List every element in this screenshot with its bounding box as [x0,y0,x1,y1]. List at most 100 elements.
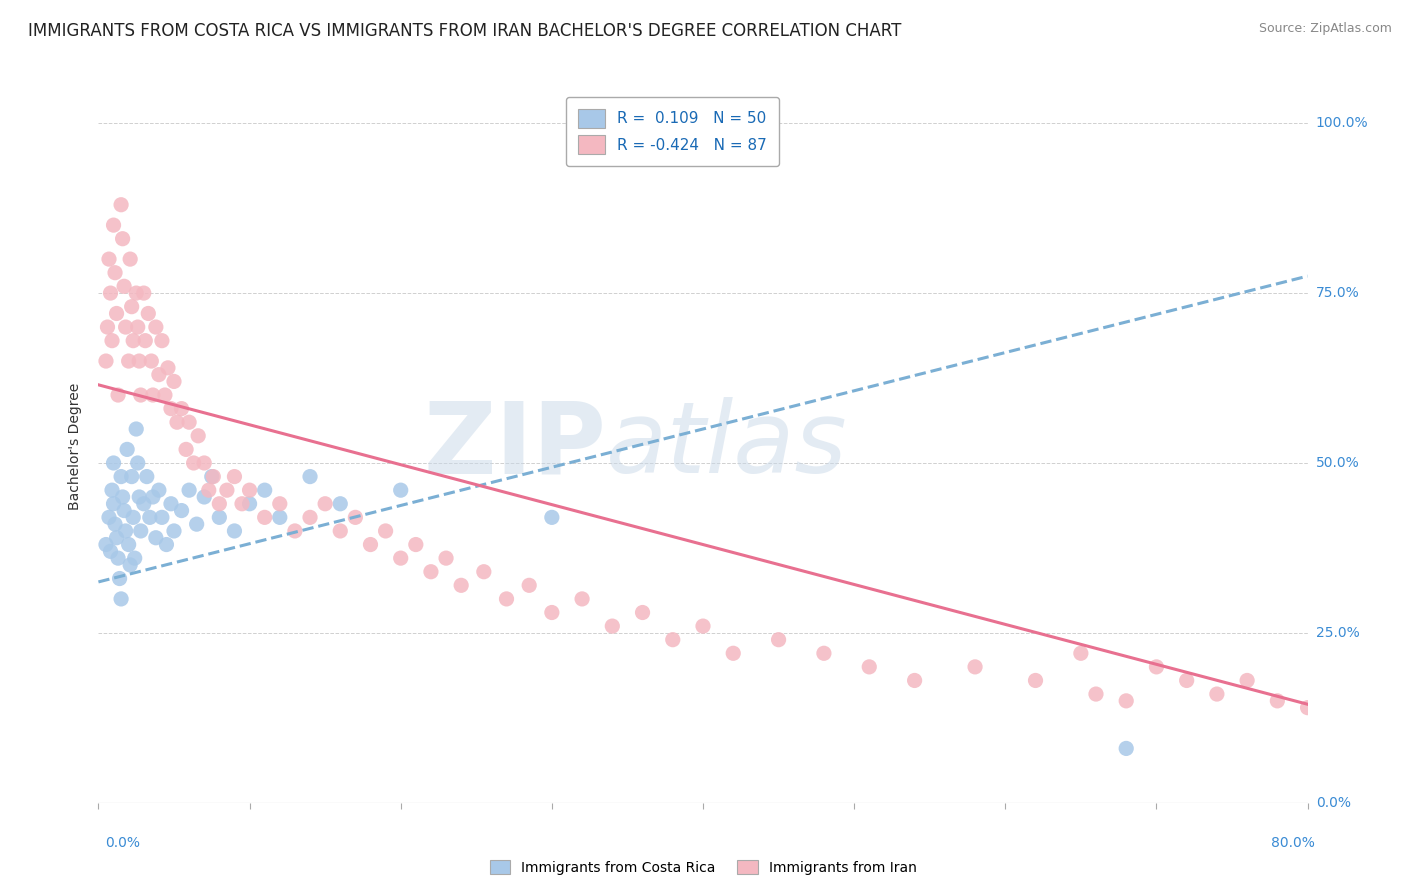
Point [224,524,246,538]
Point [145,320,167,334]
Point [141,354,163,368]
Point [269,497,291,511]
Point [239,497,262,511]
Point [661,632,683,647]
Point [813,646,835,660]
Point [135,469,157,483]
Text: 100.0%: 100.0% [1316,116,1368,130]
Point [132,286,155,301]
Point [1265,694,1288,708]
Text: ZIP: ZIP [423,398,606,494]
Legend: R =  0.109   N = 50, R = -0.424   N = 87: R = 0.109 N = 50, R = -0.424 N = 87 [565,97,779,166]
Point [115,442,138,457]
Point [128,354,150,368]
Point [405,537,427,551]
Point [142,490,165,504]
Point [110,469,132,483]
Point [1236,673,1258,688]
Point [108,572,131,586]
Point [450,578,472,592]
Point [858,660,880,674]
Point [231,497,253,511]
Point [145,531,167,545]
Text: 0.0%: 0.0% [1316,796,1351,810]
Point [118,354,141,368]
Point [125,286,148,301]
Point [631,606,654,620]
Point [253,483,276,498]
Text: IMMIGRANTS FROM COSTA RICA VS IMMIGRANTS FROM IRAN BACHELOR'S DEGREE CORRELATION: IMMIGRANTS FROM COSTA RICA VS IMMIGRANTS… [28,22,901,40]
Point [183,456,205,470]
Text: 0.0%: 0.0% [105,836,141,850]
Y-axis label: Bachelor's Degree: Bachelor's Degree [69,383,83,509]
Text: 25.0%: 25.0% [1316,626,1360,640]
Point [96,320,118,334]
Point [122,510,145,524]
Point [129,388,152,402]
Point [1115,694,1137,708]
Text: atlas: atlas [606,398,848,494]
Point [105,306,128,320]
Legend: Immigrants from Costa Rica, Immigrants from Iran: Immigrants from Costa Rica, Immigrants f… [484,855,922,880]
Point [965,660,987,674]
Point [110,591,132,606]
Point [163,524,186,538]
Point [201,469,224,483]
Point [239,483,262,498]
Point [103,218,125,232]
Point [120,252,142,266]
Point [129,524,152,538]
Point [1175,673,1198,688]
Point [389,551,412,566]
Point [101,334,124,348]
Point [166,415,188,429]
Point [692,619,714,633]
Point [540,606,562,620]
Point [100,544,122,558]
Point [434,551,457,566]
Point [114,320,136,334]
Point [132,497,155,511]
Point [110,198,132,212]
Text: 75.0%: 75.0% [1316,286,1360,300]
Point [160,401,183,416]
Point [160,497,183,511]
Point [1296,700,1319,714]
Point [148,368,170,382]
Point [122,334,145,348]
Point [104,266,127,280]
Point [156,360,179,375]
Point [125,422,148,436]
Point [284,524,307,538]
Point [134,334,156,348]
Point [124,551,146,566]
Text: 50.0%: 50.0% [1316,456,1360,470]
Point [1070,646,1092,660]
Point [104,517,127,532]
Point [472,565,495,579]
Point [100,286,122,301]
Point [150,510,173,524]
Point [329,497,352,511]
Point [170,503,193,517]
Point [120,558,142,572]
Point [1206,687,1229,701]
Point [215,483,238,498]
Point [107,388,129,402]
Point [208,510,231,524]
Point [112,279,135,293]
Point [98,252,121,266]
Point [314,497,336,511]
Point [329,524,352,538]
Point [101,483,124,498]
Point [1326,707,1348,722]
Point [107,551,129,566]
Point [112,503,135,517]
Point [253,510,276,524]
Point [155,537,177,551]
Text: 80.0%: 80.0% [1271,836,1315,850]
Point [208,497,231,511]
Point [1115,741,1137,756]
Point [389,483,412,498]
Point [111,490,134,504]
